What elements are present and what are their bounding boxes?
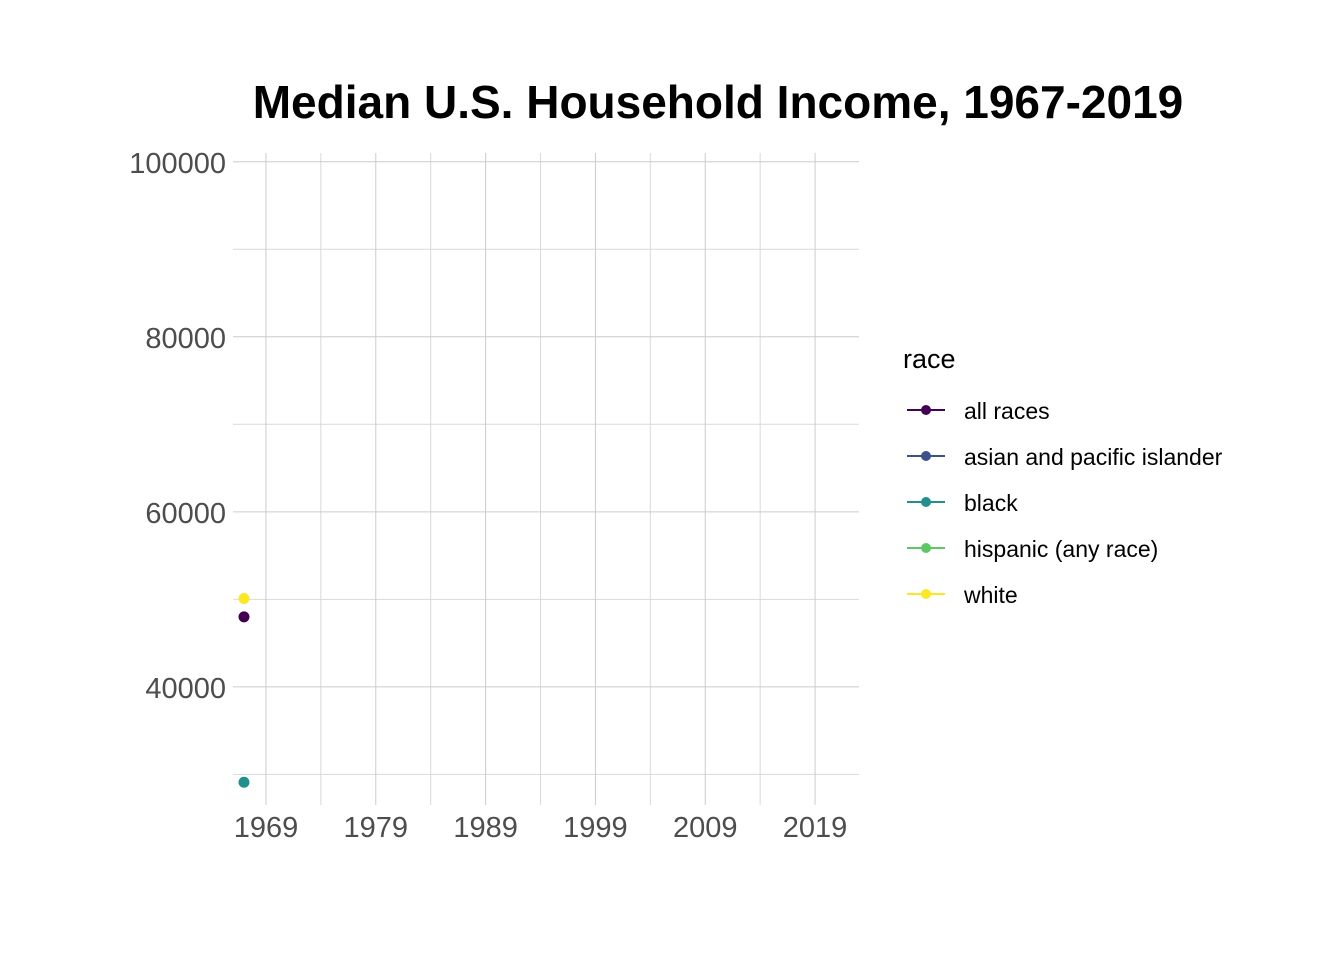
legend-entries: all races asian and pacific islander black… bbox=[907, 398, 1223, 608]
legend-key-point bbox=[921, 405, 931, 415]
x-tick-label: 1979 bbox=[344, 812, 409, 844]
legend-key-point bbox=[921, 589, 931, 599]
y-tick-label: 80000 bbox=[145, 323, 226, 355]
data-point bbox=[238, 592, 250, 604]
y-tick-label: 60000 bbox=[145, 498, 226, 530]
legend-label: asian and pacific islander bbox=[964, 444, 1223, 470]
data-series bbox=[238, 592, 250, 788]
major-gridlines bbox=[233, 153, 859, 805]
legend-key-point bbox=[921, 497, 931, 507]
minor-gridlines bbox=[233, 153, 859, 805]
legend-item: black bbox=[907, 490, 1018, 516]
series-all-races bbox=[238, 611, 250, 623]
legend-label: black bbox=[964, 490, 1018, 516]
data-point bbox=[238, 611, 250, 623]
y-axis-tick-labels: 40000 60000 80000 100000 bbox=[129, 148, 226, 705]
x-tick-label: 1969 bbox=[234, 812, 299, 844]
x-tick-label: 1989 bbox=[453, 812, 518, 844]
legend-key-point bbox=[921, 451, 931, 461]
x-axis-tick-labels: 1969 1979 1989 1999 2009 2019 bbox=[234, 812, 848, 844]
legend-label: white bbox=[963, 582, 1018, 608]
y-tick-label: 40000 bbox=[145, 673, 226, 705]
legend-item: all races bbox=[907, 398, 1050, 424]
x-tick-label: 2019 bbox=[783, 812, 848, 844]
legend-label: hispanic (any race) bbox=[964, 536, 1158, 562]
legend-title: race bbox=[903, 344, 956, 374]
x-tick-label: 1999 bbox=[563, 812, 628, 844]
legend: race all races asian and pacific islander… bbox=[903, 344, 1223, 608]
data-point bbox=[238, 776, 250, 788]
legend-item: asian and pacific islander bbox=[907, 444, 1223, 470]
legend-label: all races bbox=[964, 398, 1050, 424]
legend-item: hispanic (any race) bbox=[907, 536, 1158, 562]
x-tick-label: 2009 bbox=[673, 812, 738, 844]
chart-title: Median U.S. Household Income, 1967-2019 bbox=[253, 76, 1184, 128]
y-tick-label: 100000 bbox=[129, 148, 226, 180]
series-black bbox=[238, 776, 250, 788]
series-white bbox=[238, 592, 250, 604]
legend-item: white bbox=[907, 582, 1018, 608]
legend-key-point bbox=[921, 543, 931, 553]
